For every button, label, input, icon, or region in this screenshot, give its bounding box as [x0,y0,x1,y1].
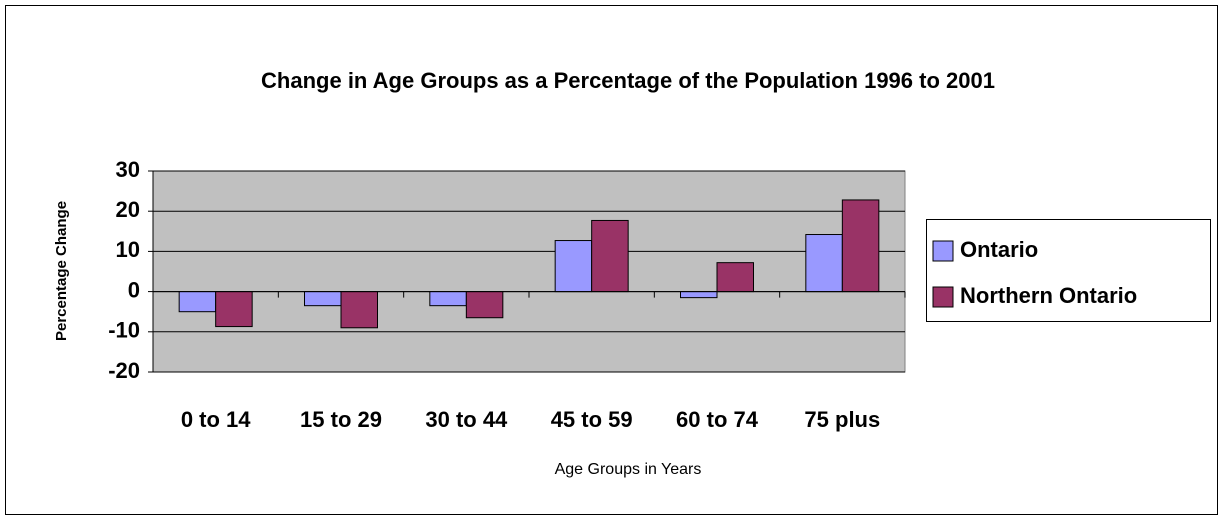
y-tick-label: 0 [128,277,140,302]
plot-area [152,170,906,373]
chart-title: Change in Age Groups as a Percentage of … [261,68,995,93]
bar [680,291,718,299]
y-axis-label: Percentage Change [53,201,70,341]
x-tick-label: 0 to 14 [181,407,251,432]
y-tick-label: 30 [116,157,140,182]
legend-label: Ontario [960,237,1038,262]
x-tick-label: 75 plus [804,407,880,432]
y-tick-label: -10 [108,318,140,343]
bar [716,262,754,293]
bar [340,291,378,329]
bar [554,240,593,293]
legend-box [926,219,1211,322]
bar [304,291,342,307]
bar [429,291,467,307]
bar [591,219,629,293]
y-tick-label: 10 [116,237,140,262]
bar [465,291,504,319]
legend-swatch [932,286,954,308]
bar [841,199,880,293]
x-tick-label: 15 to 29 [300,407,382,432]
legend-label: Northern Ontario [960,283,1137,308]
bar [805,234,843,293]
legend-swatch [932,240,954,262]
y-tick-label: -20 [108,358,140,383]
bar [215,291,253,328]
x-tick-label: 60 to 74 [676,407,759,432]
x-tick-label: 45 to 59 [551,407,633,432]
bar [178,291,217,313]
y-tick-label: 20 [116,197,140,222]
x-tick-label: 30 to 44 [425,407,508,432]
x-axis-label: Age Groups in Years [555,461,702,478]
